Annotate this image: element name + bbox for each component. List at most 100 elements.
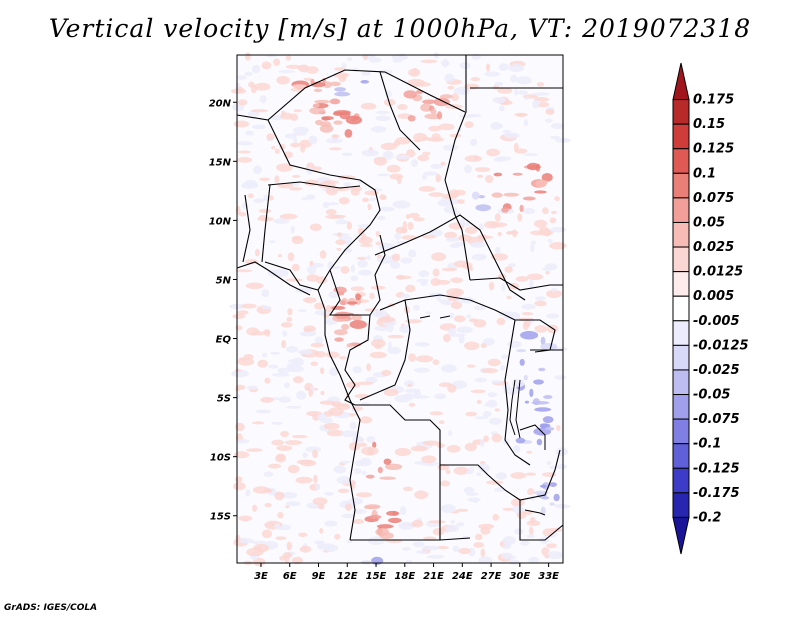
field-speck [278,70,295,73]
field-speck [513,142,519,152]
field-speck [274,148,280,154]
field-speck [356,381,374,385]
field-speck [415,550,428,554]
field-speck [280,112,293,120]
field-speck [324,491,335,496]
colorbar-segment [672,221,690,248]
colorbar-label: 0.0125 [693,265,743,280]
field-speck [513,445,521,453]
field-speck [488,417,502,425]
field-speck [542,528,554,537]
field-speck [440,59,450,67]
field-speck [325,351,340,359]
field-speck [345,239,352,247]
colorbar-segment [672,418,690,445]
field-speck [439,94,453,99]
field-speck [474,167,491,172]
field-speck [329,305,346,310]
field-speck [284,440,303,446]
field-speck [486,480,504,485]
field-speck [508,559,520,565]
lon-label: 30E [509,571,530,582]
field-speck [286,365,305,373]
credit-text: GrADS: IGES/COLA [4,603,98,613]
field-speck [392,140,401,147]
field-speck [506,295,512,300]
field-speck [494,487,506,493]
field-speck [309,260,314,266]
field-speck [549,465,557,470]
field-speck [510,472,527,479]
field-speck [314,302,325,310]
field-speck [471,253,487,261]
field-speck [470,389,486,394]
field-speck [391,54,408,61]
field-speck [556,425,561,431]
field-speck [466,364,476,368]
field-speck [458,234,473,242]
field-speck [335,239,347,246]
field-speck [279,213,298,220]
field-speck [459,222,471,226]
field-speck [408,249,417,258]
field-speck [531,401,550,405]
field-speck [260,396,274,403]
field-speck [253,198,265,204]
field-speck [329,98,341,105]
field-speck [529,278,534,288]
field-speck [355,293,362,301]
field-speck [376,215,386,221]
field-speck [525,472,536,476]
field-speck [449,133,462,138]
field-speck [453,260,470,268]
field-speck [273,218,290,224]
field-speck [257,217,274,222]
field-speck [488,281,495,291]
field-speck [344,129,353,138]
field-speck [290,142,301,148]
field-speck [306,265,317,275]
field-speck [414,342,430,347]
field-speck [237,150,251,154]
lat-label: 10S [210,453,231,464]
field-speck [340,266,350,274]
field-speck [233,482,246,491]
field-speck [368,57,382,63]
field-speck [251,331,267,336]
field-speck [440,161,446,166]
field-speck [475,377,487,383]
field-speck [433,97,450,107]
field-speck [371,556,384,566]
field-speck [440,364,457,373]
field-speck [470,77,480,82]
field-speck [292,236,301,240]
field-speck [519,204,524,213]
colorbar-label: 0.025 [693,240,734,255]
field-speck [286,317,293,322]
field-speck [447,327,457,336]
field-speck [360,80,370,84]
field-speck [473,542,485,548]
field-speck [233,451,250,459]
field-speck [315,483,320,491]
field-speck [428,520,446,524]
field-speck [346,57,353,61]
field-speck [250,109,268,113]
colorbar-label: -0.005 [693,314,740,329]
field-speck [497,311,513,317]
field-speck [241,182,259,189]
field-speck [349,421,357,430]
field-speck [413,217,425,222]
colorbar-label: 0.15 [693,117,725,132]
field-speck [382,150,394,160]
field-speck [540,506,546,515]
field-speck [274,522,281,530]
field-speck [259,95,267,104]
field-speck [385,463,403,470]
field-speck [399,506,407,515]
field-speck [359,457,372,467]
field-speck [540,336,546,346]
field-speck [478,556,493,564]
field-speck [301,197,309,201]
lon-label: 12E [337,571,358,582]
